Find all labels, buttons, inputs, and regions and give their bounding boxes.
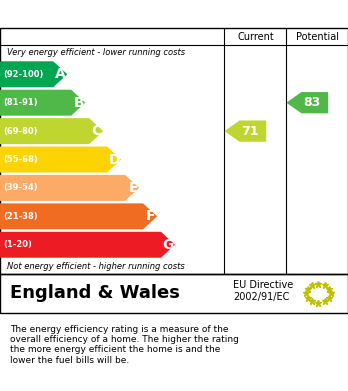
Text: A: A (55, 67, 66, 81)
Text: 71: 71 (241, 125, 259, 138)
Text: Potential: Potential (296, 32, 339, 42)
Text: (39-54): (39-54) (3, 183, 38, 192)
Text: (21-38): (21-38) (3, 212, 38, 221)
Text: Very energy efficient - lower running costs: Very energy efficient - lower running co… (7, 48, 185, 57)
Text: 83: 83 (303, 96, 321, 109)
Polygon shape (0, 232, 175, 258)
Text: EU Directive
2002/91/EC: EU Directive 2002/91/EC (233, 280, 293, 302)
Polygon shape (0, 118, 103, 144)
Polygon shape (0, 175, 139, 201)
Polygon shape (0, 147, 121, 172)
Text: (92-100): (92-100) (3, 70, 44, 79)
Polygon shape (286, 92, 328, 113)
Text: (55-68): (55-68) (3, 155, 38, 164)
Text: B: B (73, 96, 84, 110)
Text: The energy efficiency rating is a measure of the
overall efficiency of a home. T: The energy efficiency rating is a measur… (10, 325, 239, 365)
Text: (69-80): (69-80) (3, 127, 38, 136)
Text: Current: Current (237, 32, 274, 42)
Polygon shape (224, 120, 266, 142)
Text: G: G (162, 238, 174, 252)
Polygon shape (0, 61, 68, 87)
Polygon shape (0, 203, 157, 230)
Text: (81-91): (81-91) (3, 98, 38, 107)
Polygon shape (0, 90, 85, 116)
Text: C: C (92, 124, 102, 138)
Text: (1-20): (1-20) (3, 240, 32, 249)
Text: Not energy efficient - higher running costs: Not energy efficient - higher running co… (7, 262, 185, 271)
Text: Energy Efficiency Rating: Energy Efficiency Rating (10, 7, 221, 22)
Text: England & Wales: England & Wales (10, 284, 180, 302)
Text: E: E (128, 181, 138, 195)
Text: F: F (146, 209, 156, 223)
Text: D: D (108, 152, 120, 167)
